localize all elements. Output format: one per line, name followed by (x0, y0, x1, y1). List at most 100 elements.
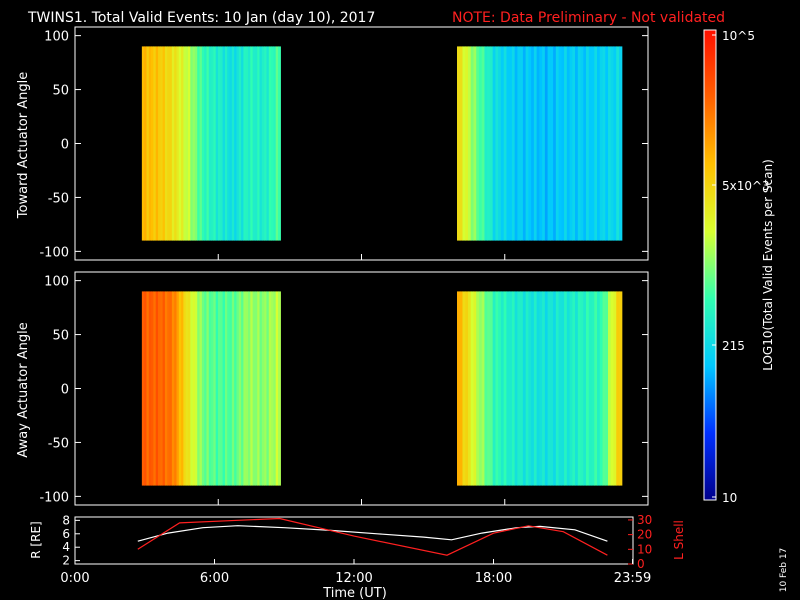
heatmap-cell (222, 46, 226, 241)
heatmap-cell (492, 46, 497, 241)
y-tick-label: 0 (61, 383, 69, 398)
heatmap-cell (271, 46, 274, 241)
orbit-y2tick-label: 30 (637, 513, 652, 527)
heatmap-cell (467, 46, 472, 241)
heatmap-cell (467, 291, 472, 486)
heatmap-cell (231, 291, 235, 486)
colorbar-tick-label: 215 (722, 339, 745, 353)
heatmap-cell (561, 46, 565, 241)
heatmap-cell (503, 291, 508, 486)
heatmap-cell (492, 291, 497, 486)
heatmap-cell (273, 291, 277, 486)
heatmap-cell (594, 46, 598, 241)
heatmap-cell (476, 46, 480, 241)
heatmap-cell (610, 291, 615, 486)
heatmap-cell (498, 291, 502, 486)
heatmap-cell (174, 291, 178, 486)
heatmap-cell (245, 291, 249, 486)
heatmap-cell (264, 291, 268, 486)
heatmap-cell (248, 46, 251, 241)
heatmap-cell (608, 291, 612, 486)
heatmap-cell (160, 46, 164, 241)
heatmap-cell (183, 46, 187, 241)
colorbar-ticks: 10 215 5x10^3 10^5 (712, 29, 770, 505)
heatmap-cell (141, 291, 145, 486)
top-ylabel: Toward Actuator Angle (16, 72, 31, 219)
heatmap-cell (577, 291, 582, 486)
heatmap-cell (220, 291, 224, 486)
heatmap-cell (227, 46, 231, 241)
heatmap-cell (610, 46, 615, 241)
heatmap-cell (489, 291, 494, 486)
heatmap-cell (514, 291, 519, 486)
heatmap-cell (605, 46, 609, 241)
heatmap-cell (577, 46, 582, 241)
heatmap-cell (586, 291, 590, 486)
heatmap-cell (224, 46, 228, 241)
heatmap-cell (613, 291, 617, 486)
heatmap-cell (164, 46, 168, 241)
heatmap-cell (531, 291, 535, 486)
heatmap-cell (252, 46, 256, 241)
heatmap-cell (511, 46, 516, 241)
heatmap-cell (481, 46, 486, 241)
heatmap-cell (616, 291, 620, 486)
heatmap-cell (220, 46, 224, 241)
heatmap-cell (167, 46, 171, 241)
heatmap-cell (201, 46, 205, 241)
heatmap-cell (517, 291, 521, 486)
heatmap-cell (462, 46, 466, 241)
heatmap-cell (208, 291, 212, 486)
colorbar-label: LOG10(Total Valid Events per Scan) (761, 159, 775, 371)
heatmap-cell (506, 46, 510, 241)
heatmap-cell (176, 291, 180, 486)
heatmap-cell (588, 291, 593, 486)
heatmap-cell (229, 46, 233, 241)
heatmap-cell (470, 46, 475, 241)
heatmap-cell (511, 291, 516, 486)
heatmap-cell (500, 291, 505, 486)
bottom-ylabel: Away Actuator Angle (16, 322, 31, 457)
colorbar-tick-label: 10 (722, 491, 737, 505)
orbit-ytick-label: 6 (62, 527, 70, 541)
heatmap-cell (250, 46, 254, 241)
heatmap-cell (248, 291, 251, 486)
orbit-ytick-label: 4 (62, 540, 70, 554)
heatmap-cell (162, 291, 166, 486)
heatmap-cell (597, 291, 601, 486)
heatmap-cell (487, 291, 491, 486)
heatmap-cell (583, 46, 587, 241)
heatmap-cell (569, 291, 573, 486)
heatmap-cell (257, 291, 261, 486)
heatmap-cell (176, 46, 180, 241)
side-date: 10 Feb 17 (779, 548, 789, 593)
heatmap-cell (268, 46, 272, 241)
heatmap-cell (178, 291, 182, 486)
heatmap-cell (484, 46, 488, 241)
heatmap-cell (602, 291, 606, 486)
heatmap-cell (197, 291, 201, 486)
heatmap-cell (213, 291, 217, 486)
heatmap-cell (569, 46, 573, 241)
heatmap-cell (591, 46, 595, 241)
heatmap-cell (259, 46, 263, 241)
heatmap-cell (580, 46, 584, 241)
heatmap-cell (616, 46, 620, 241)
heatmap-cell (231, 46, 235, 241)
heatmap-cell (618, 291, 623, 486)
heatmap-cell (542, 291, 546, 486)
heatmap-cell (586, 46, 590, 241)
heatmap-cell (254, 291, 258, 486)
y-tick-label: -50 (48, 191, 69, 206)
heatmap-cell (533, 291, 538, 486)
heatmap-cell (213, 46, 217, 241)
heatmap-cell (500, 46, 505, 241)
heatmap-cell (144, 46, 148, 241)
heatmap-cell (528, 291, 532, 486)
heatmap-cell (555, 291, 560, 486)
heatmap-cell (588, 46, 593, 241)
heatmap-cell (503, 46, 508, 241)
heatmap-cell (465, 291, 469, 486)
heatmap-cell (599, 46, 604, 241)
